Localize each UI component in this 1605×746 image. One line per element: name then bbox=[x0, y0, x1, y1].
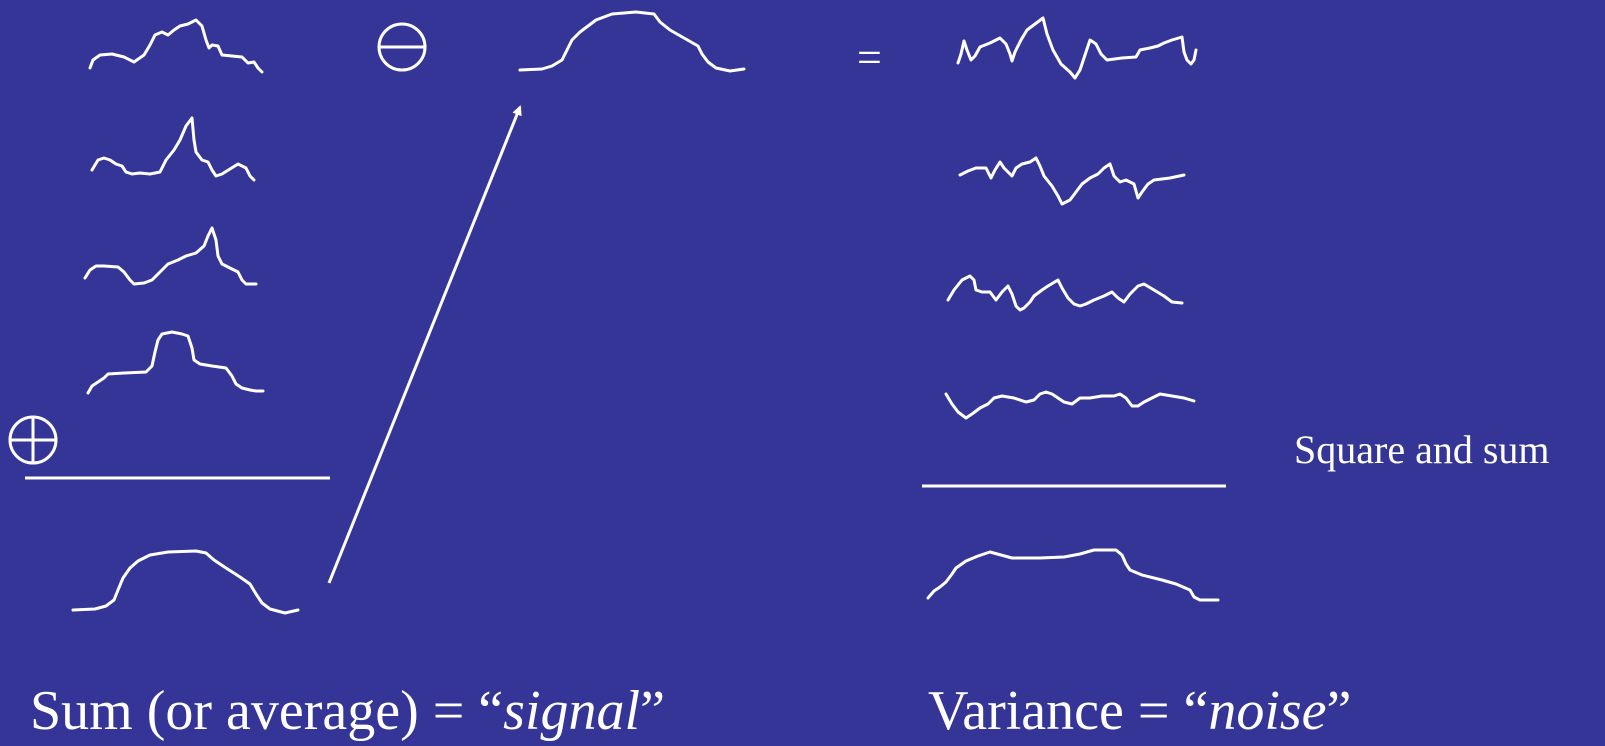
circled-plus-icon bbox=[8, 415, 58, 465]
signal-caption-suffix: ” bbox=[640, 680, 665, 742]
raw-trace-2 bbox=[90, 116, 256, 182]
sum-signal-trace bbox=[71, 549, 300, 615]
noise-caption-prefix: Variance = “ bbox=[928, 680, 1209, 742]
signal-caption-italic: signal bbox=[503, 680, 641, 742]
signal-caption: Sum (or average) = “signal” bbox=[30, 683, 665, 739]
raw-trace-4 bbox=[86, 330, 265, 395]
square-and-sum-label: Square and sum bbox=[1294, 427, 1550, 472]
circled-minus-icon bbox=[377, 22, 427, 72]
equals-sign: = bbox=[857, 33, 882, 82]
residual-trace-4 bbox=[944, 390, 1196, 420]
signal-caption-prefix: Sum (or average) = “ bbox=[30, 680, 504, 742]
average-arrow bbox=[327, 105, 522, 584]
residual-trace-2 bbox=[958, 156, 1186, 206]
noise-caption-italic: noise bbox=[1208, 680, 1327, 742]
residual-trace-3 bbox=[946, 274, 1184, 312]
mean-signal-trace bbox=[518, 10, 746, 73]
raw-trace-1 bbox=[88, 18, 264, 74]
noise-caption-suffix: ” bbox=[1326, 680, 1352, 742]
noise-caption: Variance = “noise” bbox=[928, 683, 1351, 739]
sum-squares-trace bbox=[926, 548, 1220, 602]
raw-trace-3 bbox=[83, 226, 258, 286]
residual-trace-1 bbox=[956, 16, 1198, 80]
